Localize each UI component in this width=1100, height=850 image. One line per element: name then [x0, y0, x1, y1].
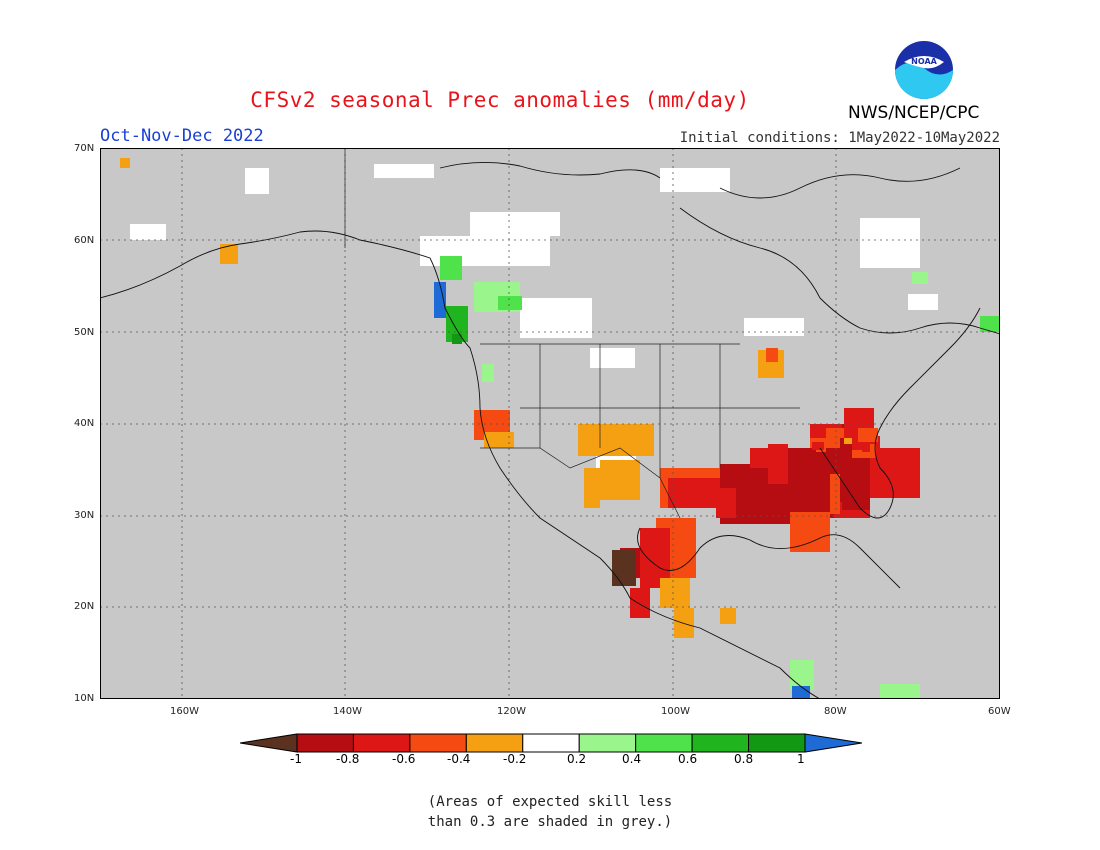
lon-label: 120W	[497, 706, 526, 717]
note-line: than 0.3 are shaded in grey.)	[427, 814, 673, 830]
colorbar-segment	[804, 733, 862, 753]
colorbar-segment	[578, 733, 637, 753]
note-line: (Areas of expected skill less	[427, 794, 673, 810]
colorbar-segment	[409, 733, 467, 753]
lat-label: 50N	[74, 327, 95, 338]
colorbar-label: 0.2	[567, 752, 587, 766]
colorbar-segment	[691, 733, 750, 753]
lon-label: 80W	[824, 706, 847, 717]
lon-label: 140W	[333, 706, 362, 717]
lon-label: 60W	[988, 706, 1011, 717]
map-title: CFSv2 seasonal Prec anomalies (mm/day)	[250, 88, 750, 112]
dry-patches	[120, 158, 920, 638]
skill-note: (Areas of expected skill less than 0.3 a…	[0, 792, 1100, 832]
lat-label: 70N	[74, 143, 95, 154]
season-label: Oct-Nov-Dec 2022	[100, 126, 264, 146]
colorbar	[240, 733, 862, 753]
colorbar-segment	[635, 733, 693, 753]
colorbar-segment	[522, 733, 580, 753]
coastlines	[100, 162, 1000, 699]
colorbar-label: -1	[290, 752, 302, 766]
lat-label: 10N	[74, 693, 95, 704]
colorbar-label: -0.4	[447, 752, 471, 766]
colorbar-label: -0.8	[336, 752, 360, 766]
lat-label: 60N	[74, 235, 95, 246]
colorbar-segment	[748, 733, 806, 753]
colorbar-label: 0.6	[678, 752, 698, 766]
lat-label: 40N	[74, 418, 95, 429]
colorbar-segment	[296, 733, 354, 753]
green-patches	[434, 256, 1000, 699]
colorbar-label: -0.2	[503, 752, 527, 766]
initial-conditions: Initial conditions: 1May2022-10May2022	[679, 130, 1000, 146]
lon-label: 100W	[661, 706, 690, 717]
colorbar-label: -0.6	[392, 752, 416, 766]
agency-label: NWS/NCEP/CPC	[848, 103, 980, 123]
colorbar-label: 0.4	[622, 752, 642, 766]
lat-label: 30N	[74, 510, 95, 521]
graticule	[100, 148, 1000, 699]
colorbar-label: 0.8	[734, 752, 754, 766]
colorbar-segment	[352, 733, 411, 753]
logo-text: NOAA	[911, 57, 937, 66]
colorbar-label: 1	[797, 752, 805, 766]
borders	[344, 148, 800, 519]
colorbar-segment	[465, 733, 524, 753]
lat-label: 20N	[74, 601, 95, 612]
colorbar-segment	[240, 733, 298, 753]
map-panel	[100, 148, 1000, 699]
white-patches	[130, 164, 938, 476]
noaa-logo: NOAA	[895, 41, 953, 99]
lon-label: 160W	[170, 706, 199, 717]
